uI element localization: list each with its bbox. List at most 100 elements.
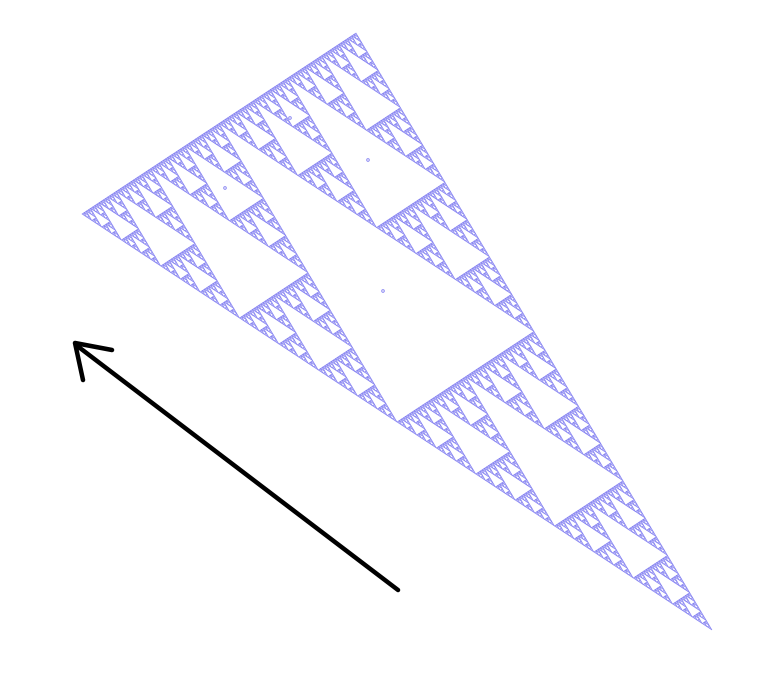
- fractal-cell: [573, 401, 579, 407]
- fractal-cell: [622, 524, 629, 530]
- fractal-cell: [467, 373, 473, 379]
- fractal-cell: [602, 550, 609, 556]
- fractal-cell: [480, 475, 486, 481]
- fractal-cell: [257, 232, 264, 238]
- fractal-cell: [338, 87, 345, 94]
- fractal-cell: [339, 360, 346, 366]
- fractal-cell: [173, 216, 180, 222]
- fractal-cell: [318, 94, 325, 100]
- fractal-cell: [364, 76, 371, 83]
- fractal-cell: [438, 425, 444, 431]
- fractal-cell: [233, 151, 239, 157]
- fractal-cell: [319, 301, 326, 308]
- fractal-cell: [406, 121, 412, 127]
- fractal-cell: [164, 157, 171, 163]
- fractal-cell: [538, 378, 545, 384]
- fractal-cell: [592, 433, 599, 440]
- fractal-cell: [614, 470, 621, 477]
- fractal-cell: [578, 540, 585, 546]
- fractal-cell: [242, 131, 249, 138]
- fractal-cell: [258, 199, 265, 205]
- fractal-cell: [185, 156, 192, 162]
- fractal-cell: [341, 352, 347, 358]
- fractal-cell: [672, 602, 678, 608]
- fractal-cell: [222, 294, 229, 300]
- fractal-cell: [437, 198, 443, 204]
- fractal-cell: [279, 94, 286, 100]
- fractal-cell: [386, 413, 393, 420]
- fractal-cell: [616, 554, 623, 560]
- fractal-cell: [246, 103, 253, 109]
- fractal-cell: [451, 396, 457, 403]
- fractal-cell: [212, 197, 219, 203]
- fractal-cell: [304, 311, 311, 317]
- fractal-cell: [514, 472, 520, 478]
- fractal-cell: [242, 216, 248, 222]
- fractal-cell: [202, 145, 209, 151]
- fractal-cell: [605, 535, 612, 541]
- fractal-cell: [162, 197, 169, 204]
- fractal-cell: [234, 163, 241, 169]
- fractal-cell: [304, 116, 311, 122]
- fractal-cell: [408, 204, 414, 210]
- fractal-cell: [439, 222, 446, 228]
- fractal-cell: [501, 480, 508, 487]
- fractal-cell: [600, 532, 607, 538]
- fractal-cell: [494, 433, 500, 440]
- fractal-cell: [576, 516, 582, 522]
- fractal-cell: [592, 498, 599, 505]
- fractal-cell: [515, 393, 521, 400]
- fractal-cell: [231, 113, 238, 119]
- fractal-cell: [343, 175, 349, 182]
- fractal-cell: [467, 269, 474, 275]
- fractal-cell: [359, 203, 366, 210]
- fractal-cell: [539, 345, 546, 351]
- fractal-cell: [500, 455, 507, 461]
- fractal-cell: [144, 242, 150, 248]
- fractal-cell: [488, 469, 495, 476]
- fractal-cell: [415, 206, 421, 212]
- fractal-cell: [625, 489, 632, 495]
- fractal-cell: [135, 228, 142, 234]
- fractal-cell: [264, 104, 271, 110]
- fractal-cell: [434, 173, 441, 180]
- fractal-cell: [380, 222, 386, 229]
- fractal-cell: [230, 166, 236, 172]
- fractal-cell: [121, 204, 128, 211]
- fractal-cell: [419, 164, 426, 170]
- fractal-cell: [207, 193, 214, 200]
- fractal-cell: [525, 321, 532, 328]
- fractal-cell: [119, 200, 125, 206]
- fractal-cell: [615, 561, 621, 568]
- fractal-cell: [230, 217, 237, 223]
- fractal-cell: [480, 260, 487, 267]
- fractal-cell: [497, 353, 503, 360]
- fractal-cell: [344, 97, 350, 103]
- fractal-cell: [500, 364, 507, 370]
- fractal-cell: [194, 137, 201, 143]
- fractal-cell: [286, 76, 293, 82]
- fractal-cell: [434, 219, 441, 225]
- fractal-cell: [484, 297, 490, 303]
- fractal-cell: [277, 115, 284, 121]
- fractal-cell: [116, 201, 123, 208]
- fractal-cell: [397, 126, 404, 133]
- fractal-cell: [452, 389, 459, 395]
- fractal-cell: [534, 335, 540, 342]
- fractal-cell: [360, 365, 367, 371]
- fractal-cell: [603, 556, 609, 563]
- fractal-cell: [198, 173, 205, 180]
- fractal-cell: [351, 189, 358, 196]
- fractal-cell: [328, 100, 335, 107]
- fractal-cell: [461, 454, 468, 461]
- fractal-cell: [384, 220, 391, 226]
- fractal-cell: [224, 306, 230, 312]
- fractal-cell: [187, 155, 194, 161]
- fractal-cell: [276, 304, 283, 310]
- fractal-cell: [634, 509, 641, 516]
- fractal-cell: [509, 345, 516, 351]
- fractal-cell: [503, 349, 510, 355]
- fractal-cell: [600, 447, 607, 454]
- fractal-cell: [218, 206, 224, 212]
- fractal-cell: [657, 592, 664, 598]
